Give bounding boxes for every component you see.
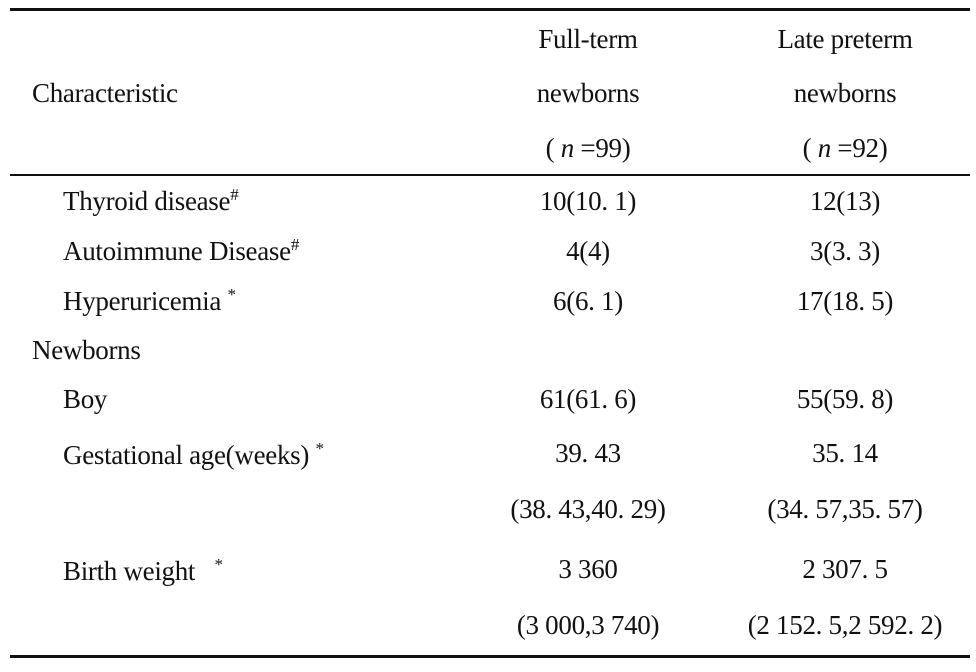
cell-late-preterm: 3(3. 3) bbox=[810, 236, 880, 266]
row-label-gestational-age: Gestational age(weeks) * bbox=[63, 439, 325, 470]
header-full-term-line2: newborns bbox=[536, 78, 640, 108]
cell-full-term: 61(61. 6) bbox=[539, 384, 637, 414]
table-top-rule bbox=[10, 8, 970, 11]
hash-mark: # bbox=[290, 235, 300, 254]
row-label-thyroid-disease: Thyroid disease# bbox=[63, 185, 239, 216]
cell-late-preterm: 12(13) bbox=[809, 186, 881, 216]
cell-full-term: 6(6. 1) bbox=[553, 286, 623, 316]
header-late-preterm-line1: Late preterm bbox=[777, 24, 913, 54]
cell-full-term-range: (3 000,3 740) bbox=[516, 610, 660, 640]
table-header-rule bbox=[10, 174, 970, 176]
header-late-preterm-line2: newborns bbox=[793, 78, 897, 108]
asterisk-mark: * bbox=[227, 285, 236, 304]
header-characteristic: Characteristic bbox=[32, 78, 178, 108]
asterisk-mark: * bbox=[214, 555, 224, 574]
table-bottom-rule bbox=[10, 655, 970, 658]
header-late-preterm-n: ( n =92) bbox=[802, 133, 888, 163]
cell-full-term: 39. 43 bbox=[555, 438, 621, 468]
cell-full-term: 4(4) bbox=[566, 236, 610, 266]
row-label-birth-weight: Birth weight * bbox=[63, 555, 224, 586]
section-label-newborns: Newborns bbox=[32, 335, 141, 365]
cell-full-term: 3 360 bbox=[558, 554, 618, 584]
cell-full-term: 10(10. 1) bbox=[539, 186, 637, 216]
header-full-term-n: ( n =99) bbox=[545, 133, 631, 163]
asterisk-mark: * bbox=[315, 439, 325, 458]
cell-late-preterm-range: (2 152. 5,2 592. 2) bbox=[747, 610, 943, 640]
cell-late-preterm: 17(18. 5) bbox=[796, 286, 894, 316]
cell-full-term-range: (38. 43,40. 29) bbox=[510, 494, 666, 524]
cell-late-preterm-range: (34. 57,35. 57) bbox=[767, 494, 923, 524]
row-label-hyperuricemia: Hyperuricemia * bbox=[63, 285, 236, 316]
cell-late-preterm: 55(59. 8) bbox=[796, 384, 894, 414]
row-label-autoimmune-disease: Autoimmune Disease# bbox=[63, 235, 300, 266]
cell-late-preterm: 35. 14 bbox=[812, 438, 878, 468]
header-full-term-line1: Full-term bbox=[538, 24, 638, 54]
cell-late-preterm: 2 307. 5 bbox=[802, 554, 888, 584]
hash-mark: # bbox=[230, 185, 239, 204]
row-label-boy: Boy bbox=[63, 384, 108, 414]
